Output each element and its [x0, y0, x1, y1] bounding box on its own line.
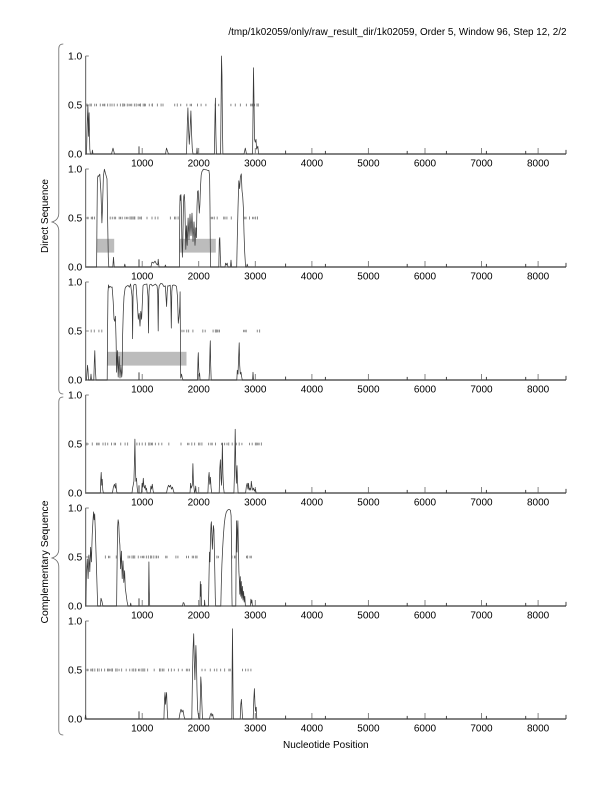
- svg-text:8000: 8000: [527, 610, 550, 621]
- svg-text:2000: 2000: [188, 497, 211, 508]
- svg-text:3000: 3000: [244, 158, 267, 169]
- svg-text:5000: 5000: [357, 158, 380, 169]
- svg-text:7000: 7000: [470, 158, 493, 169]
- svg-text:0.0: 0.0: [68, 376, 83, 387]
- svg-text:1.0: 1.0: [68, 617, 83, 628]
- svg-text:4000: 4000: [301, 384, 324, 395]
- svg-text:1.0: 1.0: [68, 504, 83, 515]
- svg-text:1000: 1000: [131, 384, 154, 395]
- svg-text:3000: 3000: [244, 384, 267, 395]
- svg-text:3000: 3000: [244, 610, 267, 621]
- svg-text:0.5: 0.5: [68, 214, 83, 225]
- svg-text:8000: 8000: [527, 271, 550, 282]
- svg-text:Complementary Sequence: Complementary Sequence: [40, 500, 51, 623]
- svg-text:0.0: 0.0: [68, 263, 83, 274]
- svg-text:1000: 1000: [131, 723, 154, 734]
- svg-text:5000: 5000: [357, 384, 380, 395]
- svg-text:4000: 4000: [301, 497, 324, 508]
- svg-text:4000: 4000: [301, 723, 324, 734]
- svg-text:6000: 6000: [414, 271, 437, 282]
- svg-text:0.0: 0.0: [68, 489, 83, 500]
- svg-text:0.5: 0.5: [68, 553, 83, 564]
- svg-text:6000: 6000: [414, 158, 437, 169]
- svg-text:0.5: 0.5: [68, 440, 83, 451]
- svg-text:0.0: 0.0: [68, 715, 83, 726]
- svg-text:2000: 2000: [188, 158, 211, 169]
- svg-text:7000: 7000: [470, 384, 493, 395]
- svg-text:7000: 7000: [470, 723, 493, 734]
- svg-text:5000: 5000: [357, 723, 380, 734]
- svg-text:1.0: 1.0: [68, 278, 83, 289]
- svg-text:Nucleotide Position: Nucleotide Position: [283, 740, 369, 751]
- svg-text:1000: 1000: [131, 271, 154, 282]
- svg-text:0.0: 0.0: [68, 602, 83, 613]
- svg-text:1.0: 1.0: [68, 52, 83, 63]
- svg-text:0.0: 0.0: [68, 150, 83, 161]
- svg-text:5000: 5000: [357, 497, 380, 508]
- svg-text:0.5: 0.5: [68, 327, 83, 338]
- svg-text:3000: 3000: [244, 497, 267, 508]
- svg-text:6000: 6000: [414, 610, 437, 621]
- svg-text:5000: 5000: [357, 271, 380, 282]
- svg-text:1000: 1000: [131, 610, 154, 621]
- svg-text:0.5: 0.5: [68, 101, 83, 112]
- svg-text:0.5: 0.5: [68, 666, 83, 677]
- svg-text:8000: 8000: [527, 497, 550, 508]
- svg-text:2000: 2000: [188, 723, 211, 734]
- svg-text:Direct Sequence: Direct Sequence: [40, 179, 51, 253]
- svg-text:3000: 3000: [244, 723, 267, 734]
- svg-text:2000: 2000: [188, 271, 211, 282]
- svg-text:8000: 8000: [527, 384, 550, 395]
- svg-text:2000: 2000: [188, 610, 211, 621]
- svg-text:8000: 8000: [527, 723, 550, 734]
- svg-text:6000: 6000: [414, 497, 437, 508]
- svg-text:5000: 5000: [357, 610, 380, 621]
- svg-text:/tmp/1k02059/only/raw_result_d: /tmp/1k02059/only/raw_result_dir/1k02059…: [228, 27, 566, 38]
- svg-text:1.0: 1.0: [68, 165, 83, 176]
- svg-text:1000: 1000: [131, 158, 154, 169]
- svg-text:4000: 4000: [301, 158, 324, 169]
- svg-text:7000: 7000: [470, 271, 493, 282]
- svg-text:8000: 8000: [527, 158, 550, 169]
- svg-text:6000: 6000: [414, 384, 437, 395]
- svg-text:1000: 1000: [131, 497, 154, 508]
- svg-text:7000: 7000: [470, 497, 493, 508]
- svg-text:7000: 7000: [470, 610, 493, 621]
- svg-text:6000: 6000: [414, 723, 437, 734]
- svg-text:4000: 4000: [301, 271, 324, 282]
- svg-text:4000: 4000: [301, 610, 324, 621]
- svg-text:2000: 2000: [188, 384, 211, 395]
- svg-text:3000: 3000: [244, 271, 267, 282]
- svg-text:1.0: 1.0: [68, 391, 83, 402]
